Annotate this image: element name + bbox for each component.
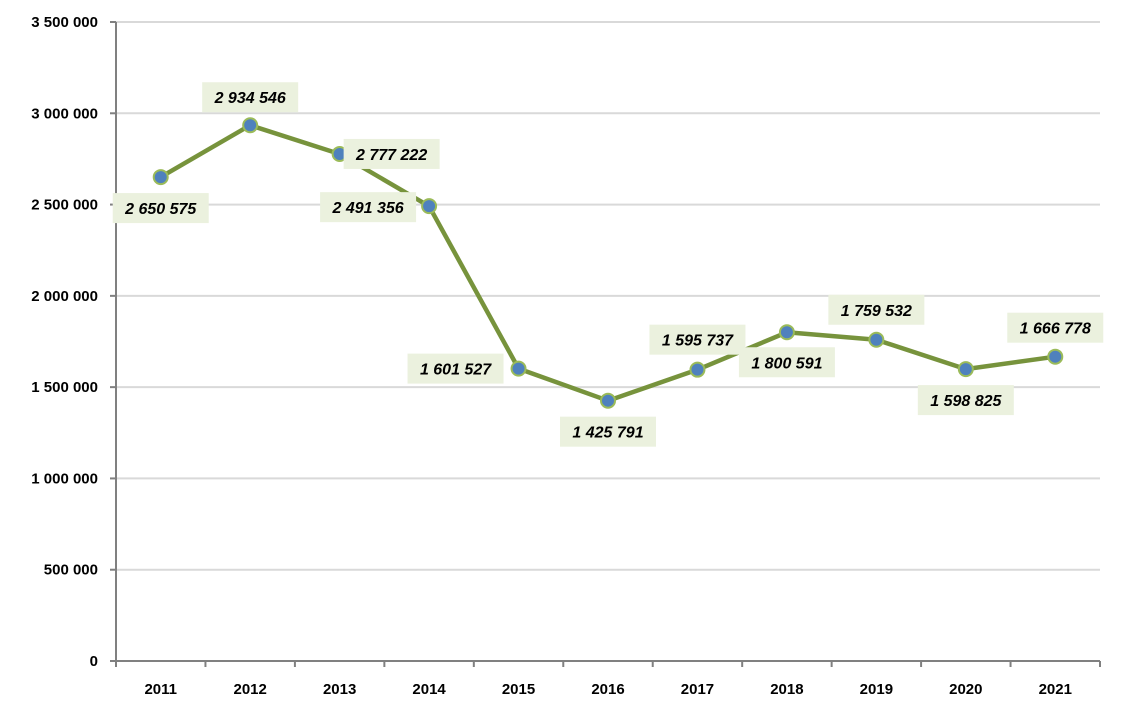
x-tick-label: 2013	[323, 681, 356, 698]
y-tick-label: 500 000	[44, 562, 98, 579]
data-label-box	[112, 193, 209, 224]
y-tick-label: 2 500 000	[31, 197, 98, 214]
y-tick-label: 2 000 000	[31, 288, 98, 305]
data-label-box	[649, 324, 746, 355]
data-label: 1 425 791	[572, 425, 643, 442]
data-label: 2 777 222	[355, 147, 427, 164]
data-label-box	[343, 138, 440, 169]
x-tick-label: 2021	[1039, 681, 1072, 698]
data-point	[242, 117, 259, 134]
y-tick-label: 0	[90, 653, 98, 670]
series-line	[159, 122, 1056, 403]
data-point	[421, 198, 438, 215]
data-label: 1 800 591	[751, 355, 822, 372]
x-tick-label: 2012	[233, 681, 266, 698]
data-point	[689, 361, 706, 378]
data-point	[868, 331, 885, 348]
data-label-box	[738, 347, 835, 378]
y-tick-label: 1 500 000	[31, 379, 98, 396]
x-tick-label: 2011	[144, 681, 177, 698]
data-label: 2 491 356	[331, 200, 403, 217]
x-tick-label: 2020	[949, 681, 982, 698]
x-tick-label: 2015	[502, 681, 535, 698]
data-label: 1 759 532	[841, 303, 912, 320]
y-tick-label: 3 000 000	[31, 105, 98, 122]
data-label-box	[407, 353, 504, 384]
data-label: 2 650 575	[124, 201, 197, 218]
data-point	[957, 361, 974, 378]
data-label-box	[560, 416, 656, 447]
x-tick-label: 2019	[860, 681, 893, 698]
y-tick-label: 1 000 000	[31, 470, 98, 487]
data-label-box	[202, 82, 299, 113]
data-label: 1 595 737	[662, 333, 734, 350]
data-point	[778, 324, 795, 341]
data-point	[152, 169, 169, 186]
data-point	[600, 392, 616, 409]
x-tick-label: 2018	[770, 681, 803, 698]
x-tick-label: 2016	[591, 681, 624, 698]
data-label: 1 601 527	[420, 362, 492, 379]
data-label-box	[828, 294, 925, 325]
data-label: 1 666 778	[1020, 321, 1091, 338]
data-point	[510, 360, 527, 377]
x-tick-label: 2017	[681, 681, 714, 698]
data-point	[1047, 348, 1064, 365]
data-label: 2 934 546	[214, 90, 286, 107]
data-label-box	[1007, 312, 1104, 343]
data-label-box	[320, 192, 417, 223]
x-tick-label: 2014	[412, 681, 446, 698]
y-tick-label: 3 500 000	[31, 14, 98, 31]
data-label: 1 598 825	[930, 393, 1002, 410]
data-label-box	[917, 385, 1014, 416]
